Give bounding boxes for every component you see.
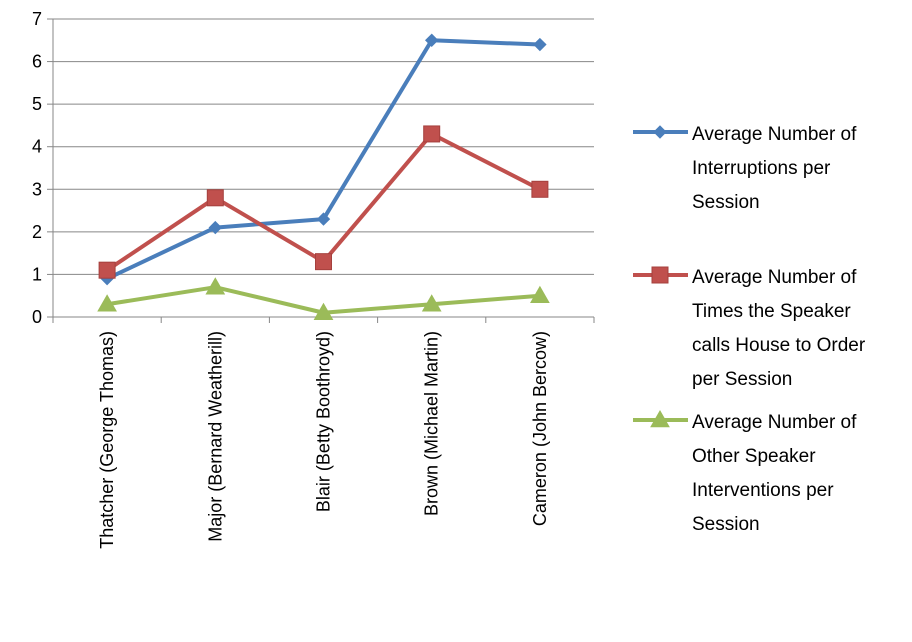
legend-label: Other Speaker [692,446,816,467]
y-tick-label: 6 [32,52,42,72]
legend-entry-3: Average Number of Other Speaker Interventi… [633,409,857,535]
y-tick-label: 4 [32,137,42,157]
legend-label: Average Number of [692,267,857,288]
data-point [421,294,442,312]
x-tick-label: Brown (Michael Martin) [422,331,442,516]
y-tick-label: 7 [32,9,42,29]
legend-label: per Session [692,369,792,390]
y-tick-label: 0 [32,307,42,327]
y-axis-ticks: 0 1 2 3 4 5 6 7 [32,9,42,327]
data-point [205,277,226,295]
legend-label: Interventions per [692,480,834,501]
gridlines [53,18,594,318]
x-tick-label: Blair (Betty Boothroyd) [314,331,334,512]
data-point [530,285,550,303]
data-point [208,220,223,235]
legend: Average Number of Interruptions per Sessio… [633,124,866,535]
series-1 [100,33,547,286]
data-point [313,302,334,320]
legend-label: Session [692,192,760,213]
legend-label: Interruptions per [692,158,831,179]
x-tick-label: Thatcher (George Thomas) [97,331,117,549]
x-tick-label: Major (Bernard Weatherill) [205,331,225,542]
y-tick-label: 3 [32,179,42,199]
y-tick-label: 2 [32,222,42,242]
series-3 [97,277,550,320]
data-point [423,125,441,143]
data-point [98,261,116,279]
legend-entry-1: Average Number of Interruptions per Sessio… [633,124,857,213]
data-point [316,212,331,226]
legend-marker [650,409,670,428]
y-tick-label: 5 [32,94,42,114]
data-point [315,253,332,271]
data-point [206,189,224,207]
series-2 [98,125,549,279]
legend-marker [651,266,669,284]
legend-label: Average Number of [692,124,857,145]
legend-marker [653,125,667,139]
x-tick-label: Cameron (John Bercow) [530,331,550,526]
legend-entry-2: Average Number of Times the Speaker calls … [633,266,866,390]
y-tick-label: 1 [32,264,42,284]
data-point [533,37,547,52]
legend-label: Average Number of [692,412,857,433]
data-point [531,180,549,198]
series-group [97,33,550,320]
data-point [97,294,117,312]
x-axis-ticks: Thatcher (George Thomas) Major (Bernard W… [97,331,550,549]
legend-label: Session [692,514,760,535]
axes [47,18,595,323]
series-line [106,38,540,281]
data-point [424,33,439,47]
legend-label: Times the Speaker [692,301,851,322]
legend-label: calls House to Order [692,335,866,356]
